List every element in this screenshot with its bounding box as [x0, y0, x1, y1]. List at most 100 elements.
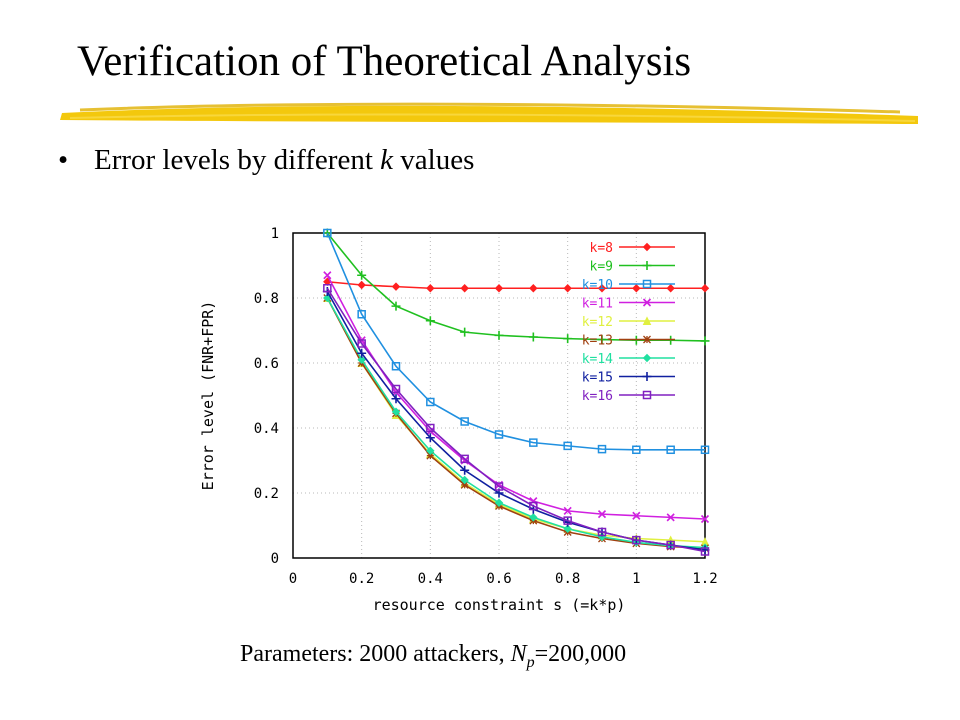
series-k-16 [323, 284, 710, 556]
data-point [529, 497, 538, 506]
legend-entry: k=8 [590, 241, 675, 256]
data-point [323, 271, 332, 280]
legend-label: k=15 [582, 371, 613, 386]
bullet-text-variable: k [380, 144, 394, 176]
data-point [357, 355, 366, 364]
data-point [323, 228, 332, 238]
data-point [460, 465, 470, 475]
data-point [642, 390, 652, 400]
data-point [460, 454, 469, 464]
legend-label: k=13 [582, 334, 613, 349]
data-point [323, 284, 332, 293]
y-tick-label: 0.6 [254, 356, 279, 372]
data-point [425, 316, 435, 326]
y-tick-label: 0.4 [254, 421, 279, 437]
data-point [563, 516, 572, 525]
data-point [391, 282, 401, 291]
bullet-text-suffix: values [393, 144, 475, 176]
caption-variable: N [510, 641, 527, 667]
legend-label: k=14 [582, 352, 613, 367]
bullet-dot: • [58, 144, 69, 176]
y-tick-label: 0.8 [254, 291, 279, 307]
series-line [326, 287, 706, 553]
legend-entry: k=10 [582, 278, 675, 293]
series-k-10 [323, 228, 710, 455]
data-point [426, 446, 435, 455]
legend-entry: k=13 [582, 334, 675, 349]
series-k-8 [323, 277, 710, 293]
y-axis-label: Error level (FNR+FPR) [199, 301, 217, 491]
data-point [597, 444, 607, 454]
data-point [632, 284, 641, 293]
error-level-chart: 0 0.2 0.4 0.6 0.8 1 1.2 0 0.2 0.4 0.6 0.8 1 resource … [199, 226, 718, 614]
data-point [391, 362, 401, 371]
data-point [494, 482, 504, 491]
data-point [357, 339, 366, 348]
series-line [326, 297, 706, 550]
data-point [460, 417, 469, 426]
data-point [494, 498, 504, 507]
title-underline-brushstroke [60, 102, 918, 124]
x-axis-label: resource constraint s (=k*p) [373, 596, 626, 614]
y-tick-label: 0.2 [254, 486, 279, 502]
data-point [391, 301, 401, 311]
x-tick-label: 0.8 [555, 571, 580, 587]
series-line [326, 274, 706, 520]
data-point [642, 242, 652, 252]
legend-entry: k=14 [582, 352, 675, 367]
data-point [494, 284, 504, 293]
parameters-caption: Parameters: 2000 attackers, Np=200,000 [240, 640, 626, 677]
bullet-text-prefix: Error levels by different [94, 144, 381, 176]
legend-label: k=9 [590, 260, 613, 275]
data-point [597, 284, 607, 293]
legend-entry: k=12 [582, 315, 675, 330]
data-point [357, 348, 367, 358]
data-point [563, 506, 572, 515]
data-point [460, 475, 469, 485]
data-point [563, 284, 572, 293]
data-point [563, 441, 572, 451]
x-tick-label: 0.2 [349, 571, 374, 587]
legend-label: k=16 [582, 389, 613, 404]
legend-label: k=11 [582, 297, 613, 312]
caption-subscript: p [526, 653, 535, 671]
data-point [357, 310, 366, 319]
data-point [529, 513, 538, 522]
x-tick-label: 0 [289, 571, 297, 587]
data-point [666, 513, 675, 522]
chart-legend: k=8 k=9 k=10 k=11 k=12 k=13 k=14 k=15 k=16 [582, 241, 675, 404]
data-point [700, 336, 710, 346]
bullet-item: • Error levels by different k values [58, 142, 474, 178]
data-point [357, 280, 366, 290]
data-point [460, 327, 470, 337]
x-tick-label: 0.4 [418, 571, 443, 587]
data-point [597, 335, 607, 345]
data-point [426, 451, 435, 460]
data-point [632, 511, 641, 520]
data-point [642, 353, 652, 363]
data-point [357, 270, 367, 280]
legend-entry: k=16 [582, 389, 675, 404]
y-tick-label: 1 [271, 226, 279, 242]
data-point [666, 284, 675, 293]
data-point [700, 514, 710, 524]
series-k-13 [323, 294, 709, 553]
data-point [642, 261, 652, 270]
series-line [326, 297, 706, 549]
series-line [326, 232, 705, 451]
data-point [494, 430, 504, 439]
data-point [563, 524, 572, 533]
data-point [563, 334, 573, 344]
data-point [529, 438, 538, 447]
data-point [391, 384, 401, 394]
data-point [460, 284, 469, 293]
chart-series [322, 228, 710, 556]
series-k-12 [323, 293, 710, 546]
caption-suffix: =200,000 [534, 641, 627, 667]
data-point [700, 547, 710, 556]
data-point [700, 284, 710, 293]
data-point [597, 527, 607, 537]
data-point [426, 423, 435, 433]
data-point [391, 407, 401, 416]
data-point [426, 397, 435, 407]
